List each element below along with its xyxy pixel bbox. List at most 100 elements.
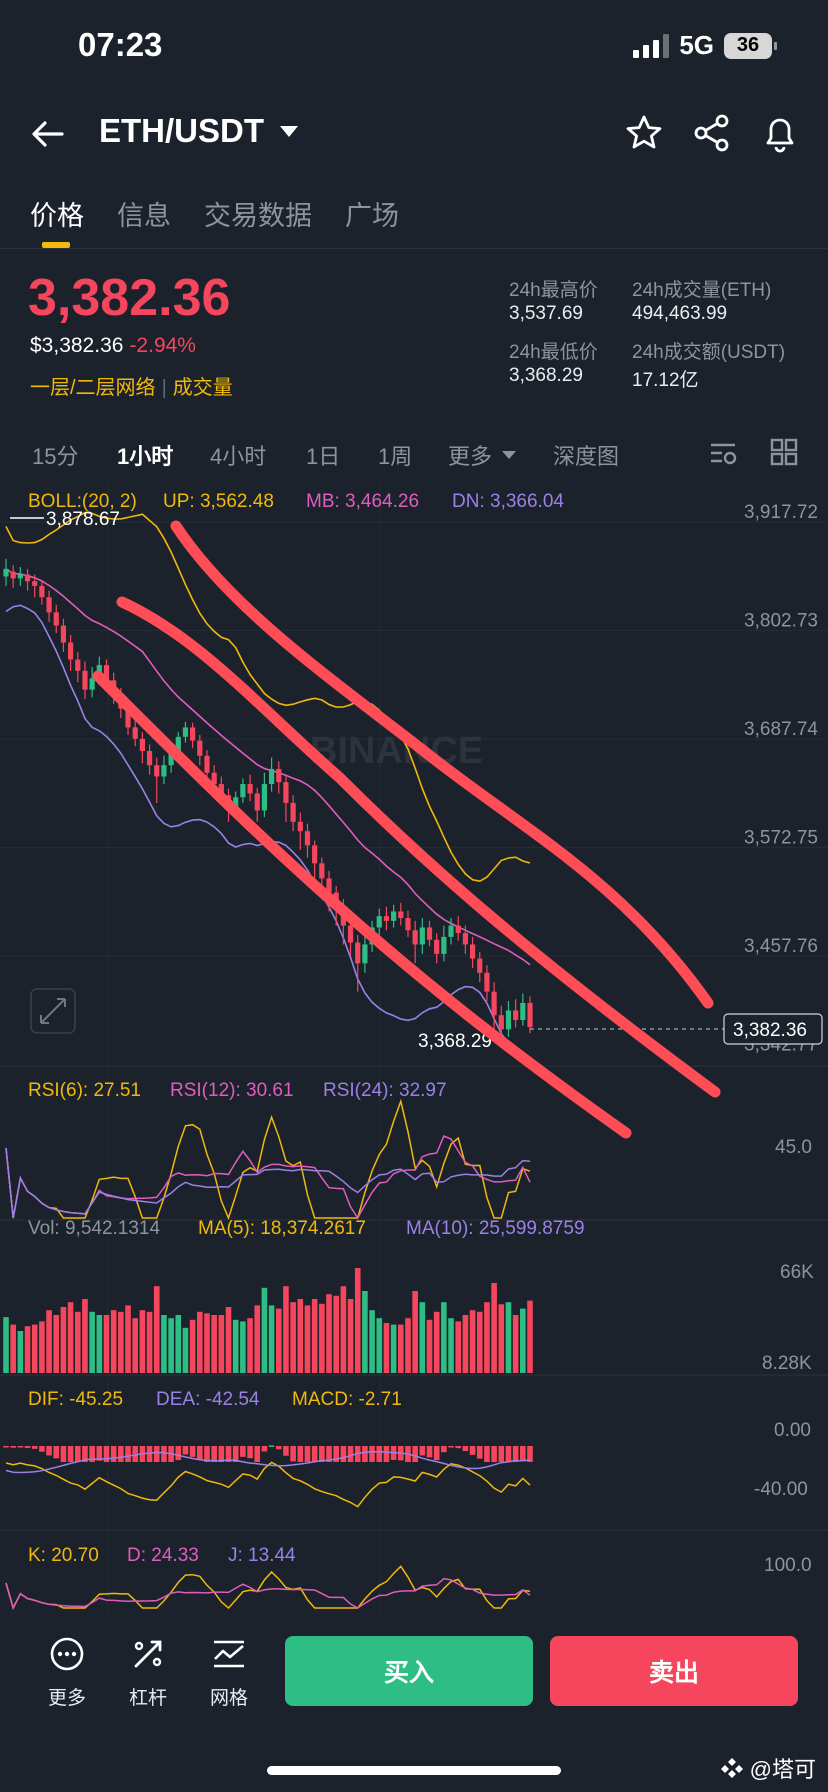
buy-button[interactable]: 买入	[285, 1636, 533, 1706]
macd-bar	[161, 1446, 167, 1462]
candle-body	[376, 916, 382, 928]
tab-square[interactable]: 广场	[345, 201, 399, 231]
more-menu-button[interactable]: 更多	[32, 1636, 102, 1710]
macd-bar	[426, 1446, 433, 1458]
volume-bar	[347, 1299, 354, 1373]
interval-more[interactable]: 更多	[448, 439, 517, 471]
candle-body	[448, 925, 454, 937]
candle-body	[254, 793, 260, 811]
share-icon[interactable]	[692, 113, 732, 153]
kline-chart[interactable]: BINANCE BOLL:(20, 2) UP: 3,562.48 MB: 3,…	[0, 478, 828, 1618]
volume-bar	[204, 1313, 210, 1373]
leverage-icon	[134, 1640, 162, 1668]
volume-bar	[110, 1310, 117, 1373]
grid-trading-button[interactable]: 网格	[194, 1636, 264, 1710]
candle-body	[82, 670, 88, 690]
star-icon[interactable]	[624, 113, 664, 153]
kdj-axis-top: 100.0	[764, 1555, 812, 1576]
macd-dea-line	[5, 1450, 531, 1474]
rsi-line-24	[5, 1147, 531, 1219]
macd-bar	[96, 1446, 103, 1461]
candle-body	[132, 727, 138, 739]
back-arrow-icon[interactable]	[30, 116, 66, 152]
candle-body	[60, 625, 67, 643]
stat-low-label: 24h最低价	[509, 342, 598, 363]
stat-high-label: 24h最高价	[509, 280, 598, 301]
tag-volume[interactable]: 成交量	[172, 377, 233, 399]
tag-layer-network[interactable]: 一层/二层网络	[30, 377, 156, 399]
interval-1w[interactable]: 1周	[378, 444, 413, 469]
macd-bar	[491, 1446, 497, 1462]
candle-body	[75, 659, 81, 671]
volume-bar	[211, 1315, 217, 1373]
bell-icon[interactable]	[760, 113, 800, 153]
tab-price[interactable]: 价格	[30, 194, 84, 248]
volume-bar	[426, 1319, 433, 1373]
macd-bar	[505, 1446, 512, 1462]
tabs-divider	[0, 248, 828, 249]
rsi-line-6	[5, 1098, 531, 1221]
layout-grid-icon[interactable]	[770, 438, 798, 466]
stat-high: 3,537.69	[509, 303, 583, 324]
macd-bar	[433, 1446, 440, 1461]
macd-value: MACD: -2.71	[292, 1389, 402, 1410]
volume-bar	[376, 1318, 383, 1373]
volume-bar	[333, 1295, 339, 1373]
vol-value: Vol: 9,542.1314	[28, 1218, 160, 1239]
volume-bar	[476, 1311, 483, 1373]
macd-bar	[46, 1446, 52, 1456]
status-icons: 5G 36	[633, 30, 777, 61]
macd-bar	[311, 1446, 318, 1462]
price-axis: 3,917.72 3,802.73 3,687.74 3,572.75 3,457.76…	[744, 502, 818, 1056]
rsi12: RSI(12): 30.61	[170, 1080, 294, 1101]
interval-1h[interactable]: 1小时	[117, 444, 174, 469]
volume-bar	[319, 1303, 325, 1373]
boll-dn: DN: 3,366.04	[452, 491, 564, 512]
author-watermark: @塔可	[720, 1752, 816, 1784]
candle-body	[477, 958, 483, 973]
macd-bar	[498, 1446, 505, 1462]
macd-bar	[512, 1446, 519, 1462]
pair-selector[interactable]: ETH/USDT	[99, 112, 298, 150]
sell-button[interactable]: 卖出	[550, 1636, 798, 1706]
tab-trading-data[interactable]: 交易数据	[204, 201, 312, 231]
volume-bar	[10, 1324, 16, 1373]
candle-body	[326, 878, 332, 893]
volume-bar	[520, 1308, 526, 1373]
candle-body	[268, 768, 275, 785]
depth-chart-tab[interactable]: 深度图	[553, 444, 620, 469]
volume-bar	[412, 1291, 418, 1373]
candle-body	[218, 784, 224, 796]
macd-bar	[175, 1446, 182, 1461]
macd-bar	[412, 1446, 418, 1462]
fullscreen-button[interactable]	[30, 988, 76, 1034]
candle-body	[462, 933, 468, 945]
last-price-marker: 3,382.36	[733, 1020, 807, 1041]
macd-bar	[204, 1446, 210, 1462]
volume-bar	[297, 1299, 304, 1373]
volume-bar	[53, 1315, 60, 1373]
macd-bar	[297, 1446, 304, 1462]
author-watermark-text: @塔可	[749, 1757, 816, 1782]
macd-bar	[448, 1446, 454, 1448]
leverage-button[interactable]: 杠杆	[113, 1636, 183, 1710]
interval-more-label: 更多	[448, 444, 493, 469]
macd-bar	[319, 1446, 325, 1462]
last-price: 3,382.36	[28, 269, 231, 327]
volume-bar	[397, 1324, 404, 1373]
macd-bar	[527, 1446, 533, 1462]
macd-bar	[347, 1446, 354, 1462]
tab-info[interactable]: 信息	[117, 201, 171, 231]
interval-1d[interactable]: 1日	[306, 444, 341, 469]
candle-body	[233, 797, 239, 811]
kdj-k-line	[5, 1565, 531, 1611]
indicator-settings-icon[interactable]	[708, 438, 738, 468]
candle-body	[125, 708, 131, 728]
interval-4h[interactable]: 4小时	[210, 444, 267, 469]
interval-15m[interactable]: 15分	[32, 444, 79, 469]
vol-ma10: MA(10): 25,599.8759	[406, 1218, 585, 1239]
candle-body	[168, 753, 174, 766]
macd-bar	[67, 1446, 74, 1462]
volume-bar	[512, 1315, 519, 1373]
candle-body	[484, 972, 490, 992]
